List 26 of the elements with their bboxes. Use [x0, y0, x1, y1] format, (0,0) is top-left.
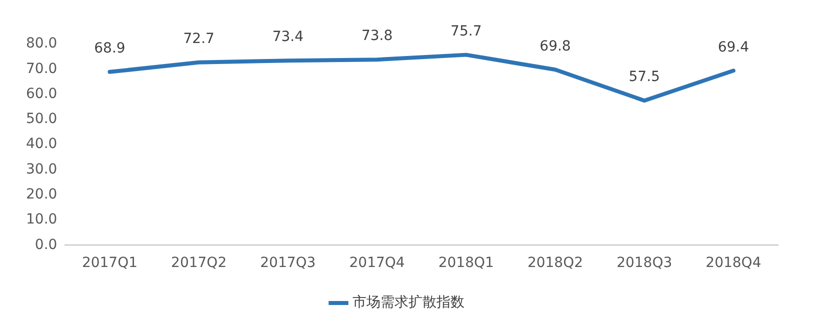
x-tick-label: 2017Q2: [171, 255, 227, 272]
y-tick-label: 20.0: [26, 186, 58, 203]
x-tick-label: 2017Q1: [82, 255, 138, 272]
x-tick-label: 2018Q2: [527, 255, 584, 272]
data-label: 57.5: [628, 69, 660, 86]
y-tick-label: 70.0: [26, 60, 58, 77]
x-tick-label: 2018Q1: [438, 255, 494, 272]
y-tick-label: 60.0: [26, 86, 58, 102]
data-label: 68.9: [94, 40, 126, 57]
y-tick-label: 50.0: [26, 111, 58, 128]
data-label: 73.4: [272, 29, 304, 46]
x-tick-label: 2017Q3: [260, 255, 316, 272]
y-tick-label: 0.0: [34, 236, 58, 253]
x-tick-label: 2018Q4: [706, 255, 762, 272]
x-tick-label: 2018Q3: [616, 255, 672, 272]
y-tick-label: 30.0: [26, 161, 58, 178]
y-tick-label: 80.0: [26, 36, 58, 52]
data-label: 73.8: [361, 28, 393, 44]
data-label: 69.8: [540, 38, 571, 54]
data-label: 69.4: [718, 39, 750, 56]
legend-label: 市场需求扩散指数: [352, 294, 464, 311]
y-tick-label: 10.0: [26, 212, 58, 228]
data-label: 72.7: [183, 31, 214, 47]
x-tick-label: 2017Q4: [349, 255, 405, 272]
data-label: 75.7: [450, 23, 482, 40]
y-tick-label: 40.0: [26, 136, 58, 152]
